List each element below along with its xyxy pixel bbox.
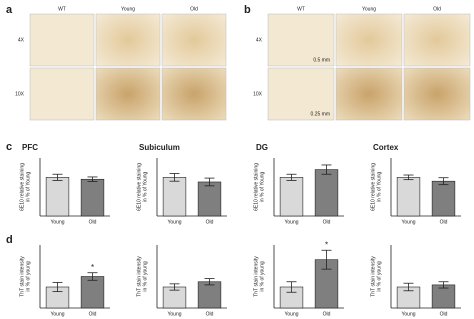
error-bar bbox=[403, 282, 414, 292]
error-bar bbox=[204, 278, 215, 286]
bar bbox=[314, 169, 339, 217]
bar bbox=[396, 177, 421, 217]
significance-mark: * bbox=[91, 263, 94, 272]
bar bbox=[197, 181, 222, 217]
panel-label: c bbox=[6, 141, 12, 153]
y-axis-label: in % of young bbox=[142, 261, 148, 292]
bar bbox=[197, 281, 222, 309]
micrograph bbox=[267, 67, 335, 121]
error-bar bbox=[321, 249, 332, 270]
chart-title: Cortex bbox=[373, 143, 399, 152]
error-bar bbox=[438, 281, 449, 289]
scale-bar: 0.5 mm bbox=[313, 57, 330, 63]
micrograph bbox=[335, 67, 403, 121]
bar bbox=[279, 177, 304, 217]
y-axis-label: in % of young bbox=[25, 261, 31, 292]
micrograph bbox=[403, 67, 471, 121]
x-tick-label: Old bbox=[89, 311, 97, 317]
x-tick-label: Old bbox=[440, 311, 448, 317]
row-label: 10X bbox=[15, 91, 25, 97]
column-label: WT bbox=[58, 6, 66, 12]
x-tick-label: Old bbox=[89, 219, 97, 225]
significance-mark: * bbox=[325, 240, 328, 249]
column-label: Old bbox=[433, 6, 441, 12]
error-bar bbox=[87, 176, 98, 182]
error-bar bbox=[403, 174, 414, 181]
micrograph bbox=[29, 13, 95, 67]
scale-bar: 0.25 mm bbox=[311, 111, 330, 117]
error-bar bbox=[286, 173, 297, 181]
error-bar bbox=[204, 177, 215, 187]
x-tick-label: Young bbox=[168, 219, 182, 225]
error-bar bbox=[169, 283, 180, 291]
y-axis-label: in % of Young bbox=[25, 171, 31, 202]
bar bbox=[162, 177, 187, 217]
x-tick-label: Young bbox=[168, 311, 182, 317]
x-tick-label: Old bbox=[440, 219, 448, 225]
bar bbox=[431, 180, 456, 217]
y-axis-label: ThT stain intensity bbox=[370, 256, 376, 297]
y-axis-label: in % of Young bbox=[259, 171, 265, 202]
x-tick-label: Old bbox=[323, 219, 331, 225]
micrograph bbox=[29, 67, 95, 121]
x-tick-label: Young bbox=[285, 219, 299, 225]
row-label: 4X bbox=[18, 37, 25, 43]
micrograph bbox=[161, 13, 227, 67]
y-axis-label: ThT stain intensity bbox=[253, 256, 259, 297]
column-label: Young bbox=[121, 6, 135, 12]
y-axis-label: 6E10 relative staining bbox=[136, 163, 142, 211]
micrograph bbox=[161, 67, 227, 121]
micrograph bbox=[267, 13, 335, 67]
chart-title: Subiculum bbox=[139, 143, 180, 152]
y-axis-label: ThT stain intensity bbox=[19, 256, 25, 297]
x-tick-label: Young bbox=[51, 219, 65, 225]
micrograph bbox=[95, 67, 161, 121]
bar bbox=[45, 177, 70, 217]
y-axis-label: in % of young bbox=[259, 261, 265, 292]
micrograph bbox=[403, 13, 471, 67]
y-axis-label: in % of Young bbox=[142, 171, 148, 202]
error-bar bbox=[52, 173, 63, 181]
x-tick-label: Old bbox=[206, 219, 214, 225]
x-tick-label: Young bbox=[51, 311, 65, 317]
panel-label: d bbox=[6, 234, 13, 246]
x-tick-label: Old bbox=[206, 311, 214, 317]
chart-title: DG bbox=[256, 143, 268, 152]
column-label: WT bbox=[297, 6, 305, 12]
x-tick-label: Young bbox=[402, 311, 416, 317]
x-tick-label: Old bbox=[323, 311, 331, 317]
y-axis-label: 6E10 relative staining bbox=[370, 163, 376, 211]
error-bar bbox=[438, 177, 449, 186]
x-tick-label: Young bbox=[285, 311, 299, 317]
error-bar bbox=[87, 272, 98, 281]
row-label: 10X bbox=[253, 91, 263, 97]
error-bar bbox=[286, 281, 297, 293]
x-tick-label: Young bbox=[402, 219, 416, 225]
y-axis-label: in % of Young bbox=[376, 171, 382, 202]
y-axis-label: ThT stain intensity bbox=[136, 256, 142, 297]
error-bar bbox=[321, 164, 332, 175]
bar bbox=[80, 276, 105, 309]
bar bbox=[80, 178, 105, 217]
column-label: Young bbox=[362, 6, 376, 12]
y-axis-label: 6E10 relative staining bbox=[253, 163, 259, 211]
error-bar bbox=[52, 281, 63, 293]
panel-label: a bbox=[6, 4, 13, 16]
y-axis-label: in % of young bbox=[376, 261, 382, 292]
row-label: 4X bbox=[256, 37, 263, 43]
y-axis-label: 6E10 relative staining bbox=[19, 163, 25, 211]
panel-label: b bbox=[244, 4, 251, 16]
error-bar bbox=[169, 173, 180, 182]
micrograph bbox=[335, 13, 403, 67]
column-label: Old bbox=[190, 6, 198, 12]
chart-title: PFC bbox=[22, 143, 38, 152]
micrograph bbox=[95, 13, 161, 67]
